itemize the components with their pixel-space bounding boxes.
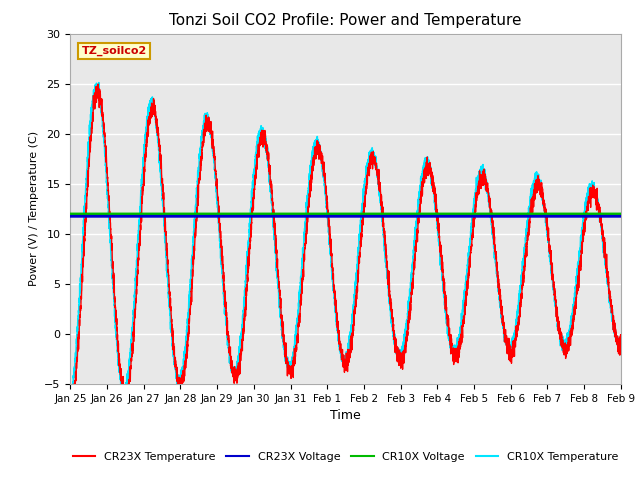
CR23X Voltage [397,214,404,219]
CR10X Temperature [67,399,74,405]
Y-axis label: Power (V) / Temperature (C): Power (V) / Temperature (C) [29,131,39,287]
CR23X Voltage [617,214,625,219]
Title: Tonzi Soil CO2 Profile: Power and Temperature: Tonzi Soil CO2 Profile: Power and Temper… [170,13,522,28]
CR23X Temperature [67,399,74,405]
CR23X Temperature [425,161,433,167]
Text: TZ_soilco2: TZ_soilco2 [81,46,147,56]
CR23X Temperature [397,365,404,371]
CR10X Temperature [617,337,625,343]
CR10X Voltage [277,211,285,217]
CR23X Temperature [519,271,527,277]
CR23X Voltage [67,214,74,219]
CR10X Voltage [424,211,432,217]
CR23X Voltage [424,214,432,219]
CR23X Temperature [94,81,102,87]
CR10X Temperature [477,173,485,179]
CR23X Temperature [617,348,625,353]
CR10X Voltage [397,211,404,217]
Line: CR23X Temperature: CR23X Temperature [70,84,621,409]
CR10X Voltage [477,211,485,217]
CR10X Temperature [166,320,174,325]
CR23X Voltage [477,214,485,219]
CR23X Voltage [519,214,527,219]
CR23X Voltage [277,214,285,219]
CR23X Temperature [68,407,76,412]
CR10X Temperature [95,80,102,85]
CR23X Temperature [277,303,285,309]
CR10X Voltage [67,211,74,217]
CR23X Temperature [477,184,485,190]
CR10X Temperature [424,159,432,165]
X-axis label: Time: Time [330,409,361,422]
CR10X Temperature [397,350,404,356]
CR10X Voltage [519,211,527,217]
Line: CR10X Temperature: CR10X Temperature [70,83,621,402]
CR10X Voltage [617,211,625,217]
CR23X Voltage [166,214,174,219]
CR23X Temperature [167,307,175,312]
CR10X Temperature [277,309,285,315]
Legend: CR23X Temperature, CR23X Voltage, CR10X Voltage, CR10X Temperature: CR23X Temperature, CR23X Voltage, CR10X … [68,447,623,466]
CR10X Temperature [519,264,527,270]
CR10X Voltage [166,211,174,217]
